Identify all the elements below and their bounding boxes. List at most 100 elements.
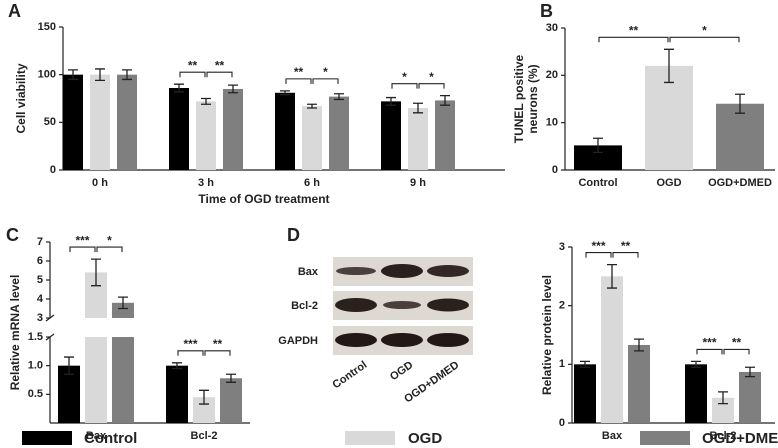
blot-lane-label: OGD: [388, 359, 415, 383]
x-tick-label: 3 h: [198, 177, 214, 189]
x-tick-label: Bcl-2: [710, 430, 737, 442]
x-tick-label: OGD: [656, 177, 681, 189]
x-tick-label: Control: [578, 177, 617, 189]
significance-bracket: [69, 246, 96, 253]
error-bar: [413, 102, 423, 114]
y-tick-label: 1.0: [28, 360, 43, 372]
significance-label: **: [294, 65, 304, 79]
x-tick-label: 0 h: [92, 177, 108, 189]
y-tick-label: 30: [546, 22, 558, 34]
x-tick-label: Bax: [86, 430, 107, 442]
error-bar: [91, 258, 101, 287]
bar: [645, 65, 693, 170]
bar: [117, 74, 137, 170]
x-tick-label: Bax: [602, 430, 623, 442]
bar: [169, 88, 189, 170]
significance-bracket: [179, 71, 206, 78]
bar: [166, 365, 188, 423]
y-tick-label: 3: [37, 312, 43, 324]
error-bar: [122, 69, 132, 81]
western-blot: Bax Bcl-2 GAPDH Control OGD OGD+DMED: [278, 257, 473, 405]
blot-band: [335, 333, 377, 347]
bar: [685, 364, 707, 423]
significance-label: **: [732, 336, 742, 350]
error-bar: [228, 84, 238, 94]
significance-bracket: [206, 71, 233, 78]
y-axis-label: TUNEL positive: [512, 54, 526, 143]
significance-label: ***: [183, 337, 197, 351]
y-tick-label: 1: [559, 358, 565, 370]
x-tick-label: Bcl-2: [191, 430, 218, 442]
y-tick-label: 4: [37, 293, 44, 305]
y-tick-label: 1.5: [28, 331, 43, 343]
bar: [196, 101, 216, 170]
x-axis-label: Time of OGD treatment: [198, 192, 329, 206]
y-tick-label: 100: [38, 69, 56, 81]
significance-bracket: [418, 83, 445, 89]
panel-label: B: [540, 1, 553, 21]
panel-label: D: [287, 225, 300, 245]
error-bar: [280, 90, 290, 96]
blot-row-label: Bcl-2: [291, 300, 318, 312]
bar: [112, 337, 134, 423]
error-bar: [607, 263, 617, 289]
bar: [716, 103, 764, 170]
bar: [739, 371, 761, 423]
significance-label: ***: [702, 336, 716, 350]
error-bar: [664, 48, 674, 84]
bar: [85, 337, 107, 423]
error-bar: [226, 373, 236, 383]
significance-label: ***: [591, 239, 605, 253]
y-tick-label: 3: [559, 241, 565, 253]
error-bar: [735, 93, 745, 114]
panel-label: C: [6, 225, 19, 245]
significance-bracket: [696, 348, 723, 355]
error-bar: [307, 103, 317, 109]
significance-label: *: [702, 23, 707, 37]
bar: [408, 108, 428, 170]
bar: [601, 276, 623, 423]
blot-row-label: GAPDH: [278, 335, 318, 347]
bar: [58, 365, 80, 423]
significance-label: *: [429, 70, 434, 84]
blot-band: [381, 264, 423, 278]
error-bar: [199, 389, 209, 405]
y-axis-label: Cell viability: [14, 63, 28, 133]
significance-label: **: [621, 239, 631, 253]
significance-bracket: [612, 252, 639, 258]
y-axis-label: Relative protein level: [540, 275, 554, 395]
y-tick-label: 150: [38, 21, 56, 33]
significance-bracket: [312, 78, 339, 84]
significance-label: **: [629, 23, 639, 37]
bar: [275, 92, 295, 170]
legend-swatch: [345, 431, 395, 445]
legend-swatch: [22, 431, 72, 445]
y-tick-label: 2: [559, 300, 565, 312]
error-bar: [440, 94, 450, 106]
error-bar: [745, 366, 755, 378]
significance-label: **: [188, 58, 198, 72]
significance-bracket: [391, 83, 418, 89]
y-tick-label: 0: [559, 417, 565, 429]
error-bar: [691, 360, 701, 368]
y-tick-label: 7: [37, 236, 43, 248]
blot-row-label: Bax: [298, 266, 319, 278]
blot-band: [427, 298, 469, 312]
y-tick-label: 0.5: [28, 388, 43, 400]
error-bar: [334, 93, 344, 101]
significance-label: *: [402, 70, 407, 84]
legend: Control OGD OGD+DMED: [22, 430, 778, 447]
blot-band: [335, 298, 377, 312]
error-bar: [201, 97, 211, 105]
significance-bracket: [723, 348, 750, 355]
bar: [302, 106, 322, 170]
bar: [712, 397, 734, 423]
significance-bracket: [96, 246, 123, 253]
significance-bracket: [177, 350, 204, 356]
blot-band: [381, 333, 423, 347]
panel-label: A: [8, 1, 21, 21]
significance-label: **: [213, 337, 223, 351]
bar: [381, 101, 401, 170]
legend-label: Control: [84, 430, 137, 447]
